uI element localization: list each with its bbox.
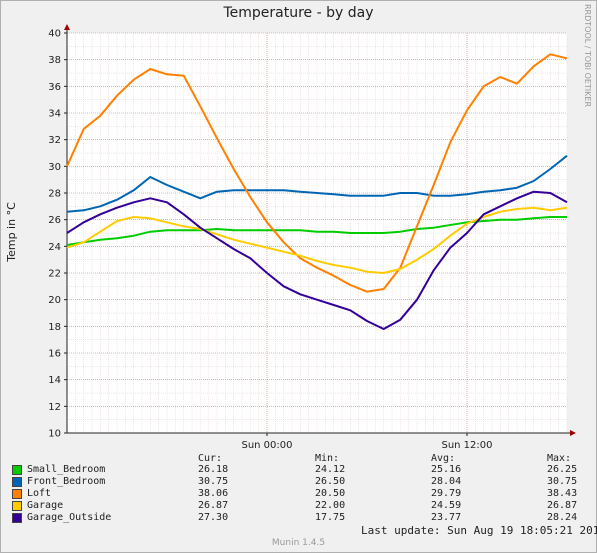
- y-axis-arrow: [64, 24, 70, 30]
- y-tick-label: 26: [48, 215, 61, 226]
- series-lines: [66, 53, 568, 330]
- y-tick-label: 16: [48, 349, 61, 360]
- legend-cur: 26.18: [198, 464, 229, 475]
- legend-header-cur: Cur:: [198, 453, 223, 464]
- legend-avg: 28.04: [431, 476, 462, 487]
- series-line-garage: [66, 206, 568, 274]
- y-tick-label: 40: [48, 29, 61, 40]
- legend-series-name: Garage_Outside: [27, 512, 112, 523]
- y-tick-label: 20: [48, 295, 61, 306]
- line-chart: 10 12 14 16 18 20 22 24 26 28 30 32 34 36 38 40 Sun 00:…: [48, 24, 576, 451]
- y-tick-label: 34: [48, 109, 61, 120]
- legend-swatch: [12, 465, 22, 475]
- legend-avg: 25.16: [431, 464, 462, 475]
- y-tick-label: 32: [48, 135, 61, 146]
- legend-cur: 30.75: [198, 476, 229, 487]
- legend-swatch: [12, 501, 22, 511]
- legend-swatch: [12, 477, 22, 487]
- legend-series-name: Front_Bedroom: [27, 476, 106, 487]
- series-line-garage-outside: [66, 190, 568, 330]
- legend-max: 30.75: [547, 476, 578, 487]
- legend-min: 26.50: [315, 476, 346, 487]
- legend-max: 28.24: [547, 512, 578, 523]
- y-tick-label: 30: [48, 162, 61, 173]
- legend-cur: 27.30: [198, 512, 229, 523]
- y-tick-label: 38: [48, 55, 61, 66]
- series-line-front-bedroom: [66, 154, 568, 213]
- series-line-loft: [66, 53, 568, 293]
- legend-max: 26.25: [547, 464, 578, 475]
- legend-min: 24.12: [315, 464, 346, 475]
- legend-header-avg: Avg:: [431, 453, 456, 464]
- legend-min: 22.00: [315, 500, 346, 511]
- legend-header-min: Min:: [315, 453, 340, 464]
- legend-series-name: Small_Bedroom: [27, 464, 106, 475]
- legend-cur: 26.87: [198, 500, 229, 511]
- y-tick-label: 22: [48, 269, 61, 280]
- legend-min: 17.75: [315, 512, 346, 523]
- x-axis-arrow: [570, 430, 576, 436]
- x-tick-labels: Sun 00:00 Sun 12:00: [241, 433, 493, 451]
- legend-swatch: [12, 489, 22, 499]
- y-tick-labels: 10 12 14 16 18 20 22 24 26 28 30 32 34 36 38 40: [48, 29, 67, 440]
- legend-cur: 38.06: [198, 488, 229, 499]
- legend-max: 26.87: [547, 500, 578, 511]
- y-tick-label: 36: [48, 82, 61, 93]
- x-tick-label: Sun 00:00: [241, 440, 292, 451]
- legend-avg: 29.79: [431, 488, 462, 499]
- legend-header-max: Max:: [547, 453, 572, 464]
- y-tick-label: 24: [48, 242, 61, 253]
- last-update: Last update: Sun Aug 19 18:05:21 2012: [361, 524, 597, 537]
- y-tick-label: 18: [48, 322, 61, 333]
- legend-series-name: Loft: [27, 488, 52, 499]
- legend-avg: 24.59: [431, 500, 462, 511]
- series-line-small-bedroom: [66, 216, 567, 246]
- munin-version: Munin 1.4.5: [271, 538, 326, 548]
- x-tick-label: Sun 12:00: [441, 440, 492, 451]
- y-tick-label: 10: [48, 429, 61, 440]
- axes: [64, 24, 576, 436]
- legend-series-name: Garage: [27, 500, 64, 511]
- legend-min: 20.50: [315, 488, 346, 499]
- chart-title: Temperature - by day: [223, 5, 374, 21]
- y-tick-label: 28: [48, 189, 61, 200]
- legend-avg: 23.77: [431, 512, 462, 523]
- grid: [66, 32, 568, 434]
- y-tick-label: 12: [48, 402, 61, 413]
- y-tick-label: 14: [48, 375, 61, 386]
- legend-swatch: [12, 513, 22, 523]
- legend-max: 38.43: [547, 488, 578, 499]
